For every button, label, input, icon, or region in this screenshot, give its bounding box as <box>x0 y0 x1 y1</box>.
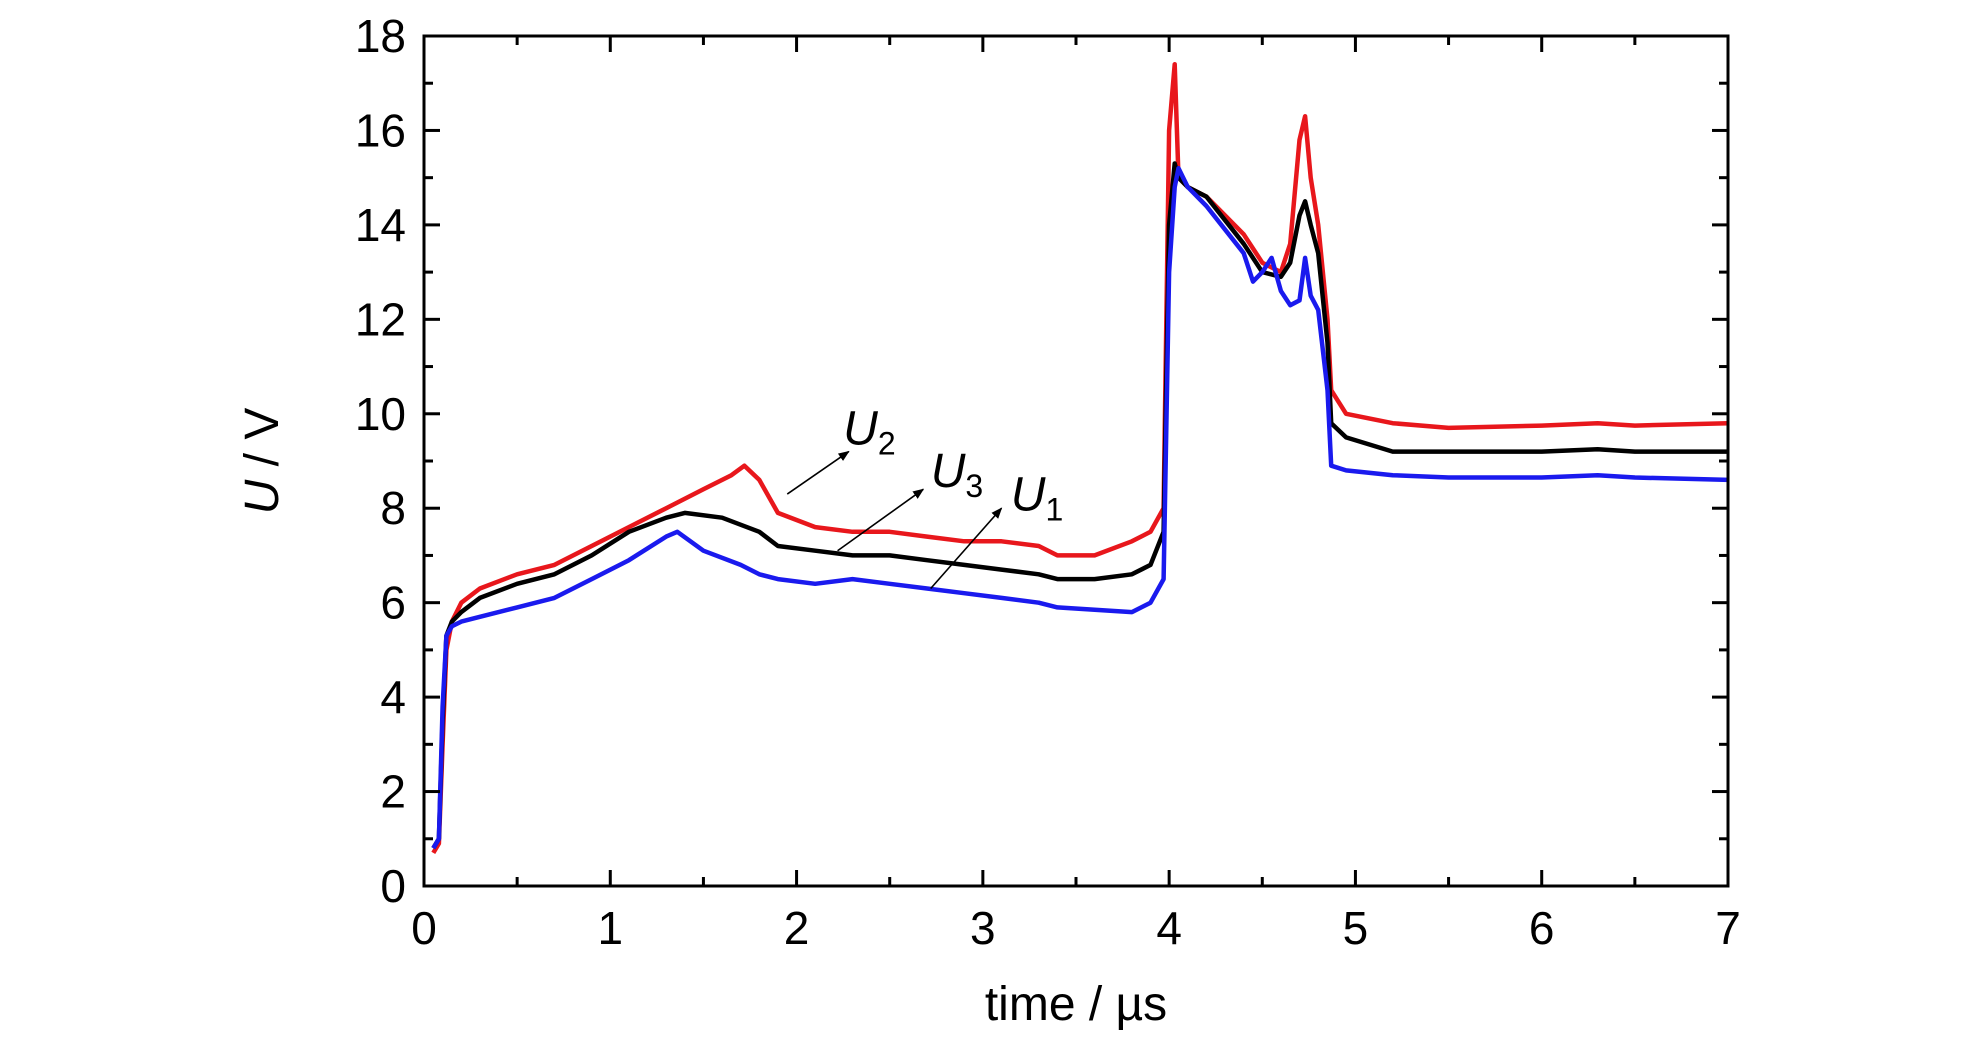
series-line-u1 <box>431 165 1729 850</box>
annotation-arrow-u2 <box>786 450 850 495</box>
x-tick-label: 3 <box>970 902 996 954</box>
series-line-u3 <box>431 161 1728 850</box>
y-axis-title: U / V <box>236 408 289 515</box>
x-tick-label: 4 <box>1156 902 1182 954</box>
series-line-u2 <box>431 62 1729 855</box>
plot-frame <box>422 34 1730 888</box>
y-axis-unit: / V <box>236 408 289 480</box>
x-tick-label: 1 <box>597 902 623 954</box>
x-axis-title: time / µs <box>985 978 1167 1031</box>
x-tick-label: 5 <box>1343 902 1369 954</box>
y-tick-label: 2 <box>380 766 406 818</box>
x-tick-label: 7 <box>1715 902 1741 954</box>
annotation-layer: U2 U3 U1 <box>786 402 1063 590</box>
x-tick-label: 2 <box>784 902 810 954</box>
y-tick-label: 6 <box>380 577 406 629</box>
series-label-u3: U3 <box>931 445 983 504</box>
series-label-u2: U2 <box>843 402 895 461</box>
y-tick-label: 0 <box>380 860 406 912</box>
annotation-arrow-u3 <box>837 488 925 552</box>
y-tick-label: 4 <box>380 671 406 723</box>
y-tick-label: 10 <box>355 388 406 440</box>
y-tick-label: 14 <box>355 199 406 251</box>
y-tick-label: 8 <box>380 482 406 534</box>
annotation-arrow-u1 <box>930 507 1003 590</box>
y-tick-label: 18 <box>355 10 406 62</box>
series-label-u1: U1 <box>1011 469 1063 528</box>
y-axis-variable: U <box>236 479 289 514</box>
x-tick-label: 0 <box>411 902 437 954</box>
series-layer <box>431 62 1729 855</box>
y-tick-label: 16 <box>355 104 406 156</box>
y-tick-label: 12 <box>355 293 406 345</box>
x-tick-label: 6 <box>1529 902 1555 954</box>
